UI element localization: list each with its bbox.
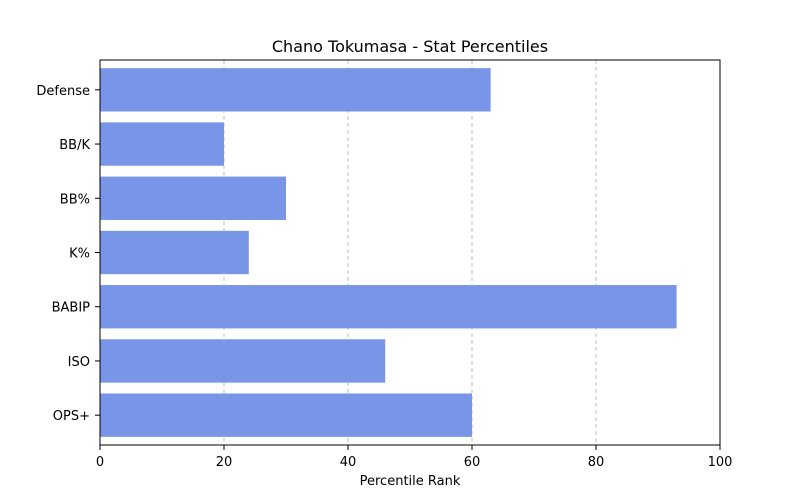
y-axis-ticks: OPS+ ISO BABIP K% BB% BB/K Defense [36, 84, 100, 424]
y-tick-label: K% [69, 247, 90, 262]
bars [100, 68, 677, 437]
x-tick-label: 100 [708, 455, 733, 470]
x-tick-label: 80 [588, 455, 605, 470]
grid-lines [223, 60, 597, 445]
bar-babip [100, 285, 677, 329]
y-tick-label: BB/K [59, 138, 90, 153]
y-tick-label: BABIP [52, 301, 91, 316]
y-tick-label: BB% [60, 192, 90, 207]
y-tick-label: ISO [68, 355, 90, 370]
bar-bb- [100, 176, 286, 220]
x-tick-label: 60 [464, 455, 481, 470]
bar-defense [100, 68, 491, 112]
x-tick-label: 40 [340, 455, 357, 470]
x-tick-label: 0 [96, 455, 104, 470]
y-tick-label: Defense [36, 84, 90, 99]
bar-k- [100, 230, 249, 275]
x-axis-ticks: 0 20 40 60 80 100 [96, 445, 733, 470]
chart-title: Chano Tokumasa - Stat Percentiles [272, 37, 548, 56]
y-tick-label: OPS+ [53, 409, 90, 424]
bar-iso [100, 339, 386, 383]
bar-bb-k [100, 122, 224, 166]
x-axis-label: Percentile Rank [360, 474, 461, 489]
x-tick-label: 20 [216, 455, 233, 470]
bar-ops- [100, 393, 472, 437]
